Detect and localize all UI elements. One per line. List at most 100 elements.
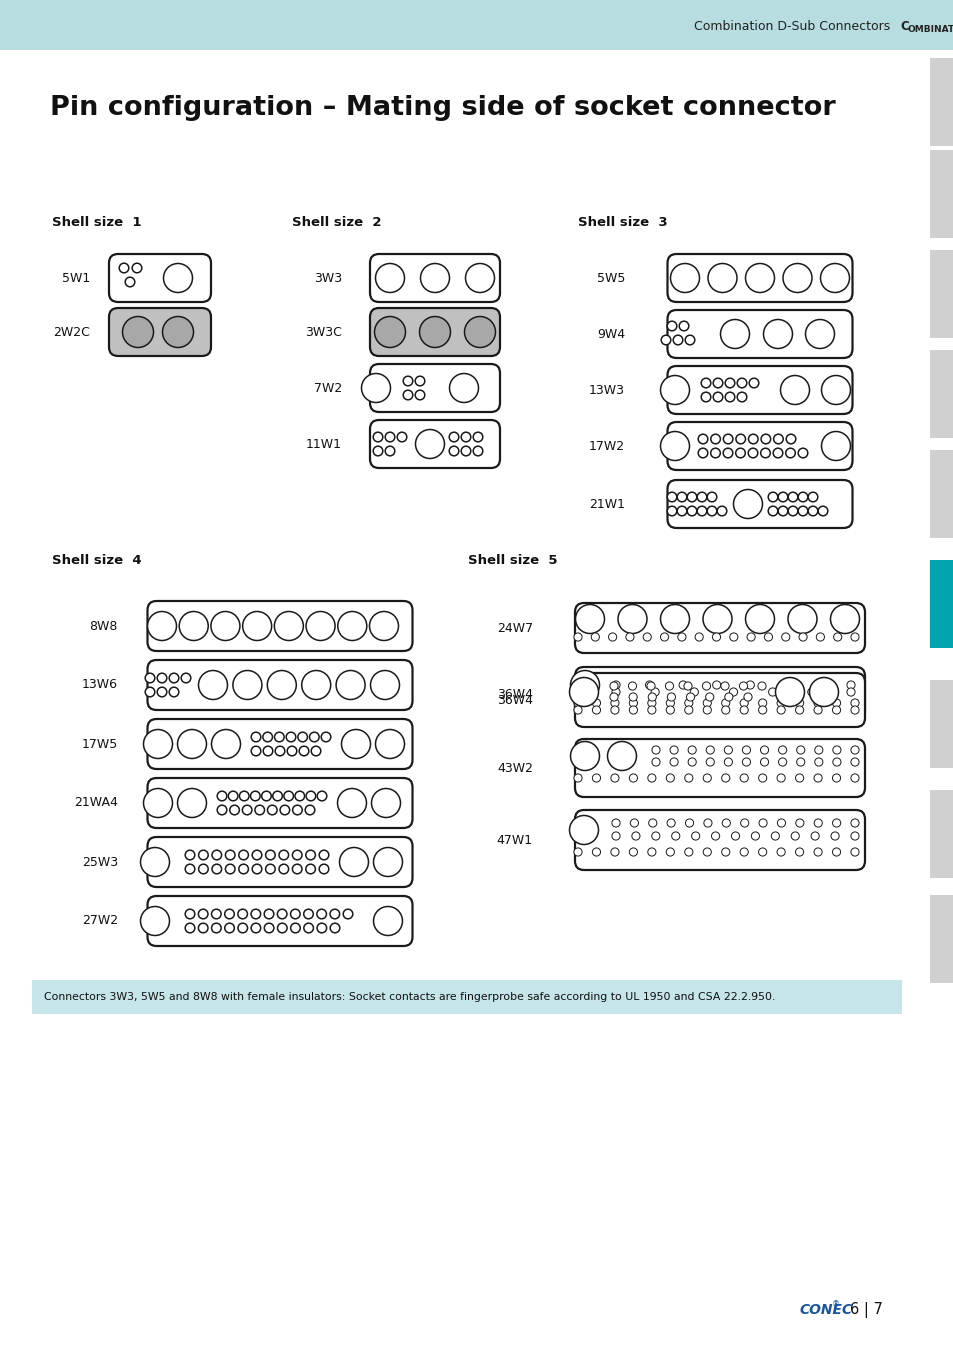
Circle shape <box>816 633 823 641</box>
Circle shape <box>316 791 327 801</box>
Circle shape <box>820 263 848 293</box>
FancyBboxPatch shape <box>370 254 499 302</box>
Circle shape <box>795 774 802 782</box>
Circle shape <box>703 819 711 828</box>
Circle shape <box>647 706 656 714</box>
Circle shape <box>251 747 260 756</box>
Circle shape <box>670 263 699 293</box>
Circle shape <box>795 699 802 707</box>
Circle shape <box>777 819 784 828</box>
Circle shape <box>225 909 234 919</box>
Circle shape <box>610 774 618 782</box>
Circle shape <box>369 612 398 640</box>
Circle shape <box>846 688 854 697</box>
Circle shape <box>832 848 840 856</box>
Circle shape <box>748 435 758 444</box>
Circle shape <box>705 757 714 765</box>
Circle shape <box>706 493 716 502</box>
Circle shape <box>813 819 821 828</box>
Circle shape <box>264 923 274 933</box>
Circle shape <box>850 757 859 765</box>
Circle shape <box>807 506 817 516</box>
Circle shape <box>169 687 178 697</box>
Circle shape <box>850 633 859 641</box>
Circle shape <box>665 848 674 856</box>
FancyBboxPatch shape <box>929 680 953 768</box>
Circle shape <box>277 923 287 933</box>
Circle shape <box>795 819 803 828</box>
Circle shape <box>263 732 273 741</box>
Circle shape <box>628 693 637 701</box>
Circle shape <box>772 448 782 458</box>
Circle shape <box>744 605 774 633</box>
Circle shape <box>291 923 300 933</box>
Circle shape <box>375 316 405 347</box>
Circle shape <box>330 909 339 919</box>
Circle shape <box>796 747 804 755</box>
Circle shape <box>403 390 413 400</box>
Circle shape <box>782 263 811 293</box>
Circle shape <box>767 493 777 502</box>
Circle shape <box>306 850 315 860</box>
Circle shape <box>833 633 841 641</box>
Circle shape <box>645 680 653 688</box>
Circle shape <box>813 848 821 856</box>
Circle shape <box>666 506 676 516</box>
Circle shape <box>659 633 668 641</box>
Circle shape <box>460 432 471 441</box>
Circle shape <box>821 375 850 405</box>
Circle shape <box>335 671 365 699</box>
Circle shape <box>737 393 746 402</box>
Text: 47W1: 47W1 <box>497 833 533 846</box>
Circle shape <box>850 819 859 828</box>
Circle shape <box>647 693 656 701</box>
Circle shape <box>677 633 685 641</box>
Circle shape <box>687 747 696 755</box>
Circle shape <box>306 864 315 873</box>
Circle shape <box>781 633 789 641</box>
Circle shape <box>785 448 795 458</box>
Circle shape <box>212 864 221 873</box>
Circle shape <box>651 757 659 765</box>
Circle shape <box>705 693 713 701</box>
Circle shape <box>145 687 154 697</box>
Circle shape <box>760 435 770 444</box>
Circle shape <box>787 506 797 516</box>
Circle shape <box>611 680 619 688</box>
Circle shape <box>758 706 766 714</box>
Circle shape <box>339 848 368 876</box>
Circle shape <box>574 848 581 856</box>
Circle shape <box>747 448 757 458</box>
Circle shape <box>702 848 711 856</box>
Text: 8W8: 8W8 <box>90 620 118 633</box>
Circle shape <box>375 263 404 293</box>
Circle shape <box>261 791 271 801</box>
Circle shape <box>330 923 339 933</box>
Circle shape <box>251 923 260 933</box>
FancyBboxPatch shape <box>929 560 953 648</box>
Text: 7W2: 7W2 <box>314 382 341 394</box>
Circle shape <box>225 864 234 873</box>
Circle shape <box>119 263 129 273</box>
FancyBboxPatch shape <box>929 450 953 539</box>
Circle shape <box>832 774 840 782</box>
Circle shape <box>744 263 774 293</box>
Circle shape <box>145 674 154 683</box>
Circle shape <box>698 448 707 458</box>
Circle shape <box>630 819 638 828</box>
Circle shape <box>660 335 670 344</box>
Circle shape <box>239 791 249 801</box>
Circle shape <box>760 747 768 755</box>
Circle shape <box>790 832 799 840</box>
Circle shape <box>574 706 581 714</box>
Circle shape <box>684 335 694 344</box>
Circle shape <box>198 850 208 860</box>
Circle shape <box>684 848 692 856</box>
Circle shape <box>702 699 711 707</box>
Circle shape <box>225 850 234 860</box>
Text: 6 | 7: 6 | 7 <box>849 1301 882 1318</box>
Circle shape <box>739 682 747 690</box>
Text: 25W3: 25W3 <box>82 856 118 868</box>
Circle shape <box>686 506 696 516</box>
Circle shape <box>608 633 616 641</box>
